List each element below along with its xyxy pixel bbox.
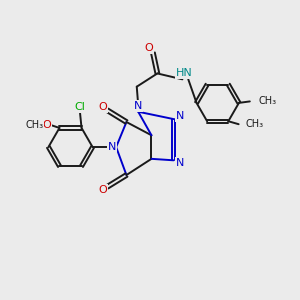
Text: N: N xyxy=(176,158,184,168)
Text: N: N xyxy=(134,101,142,111)
Text: O: O xyxy=(43,120,52,130)
Text: HN: HN xyxy=(176,68,192,78)
Text: N: N xyxy=(107,142,116,152)
Text: N: N xyxy=(176,111,184,121)
Text: O: O xyxy=(98,185,107,195)
Text: CH₃: CH₃ xyxy=(26,120,44,130)
Text: Cl: Cl xyxy=(75,102,86,112)
Text: CH₃: CH₃ xyxy=(258,96,276,106)
Text: CH₃: CH₃ xyxy=(246,119,264,129)
Text: O: O xyxy=(144,44,153,53)
Text: O: O xyxy=(98,102,107,112)
